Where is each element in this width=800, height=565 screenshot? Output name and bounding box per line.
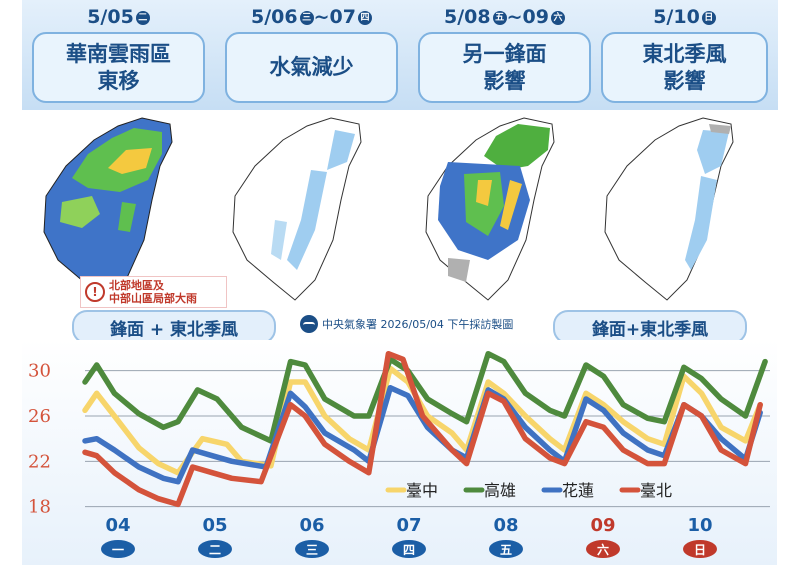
note-text: 北部地區及 中部山區局部大雨	[109, 279, 197, 305]
x-tick-label: 09	[590, 515, 615, 536]
weekday-badge: 六	[550, 10, 565, 25]
weekday-badge: 三	[299, 10, 314, 25]
legend-label: 高雄	[484, 481, 516, 500]
header-date: 5/10 日	[591, 6, 778, 28]
legend-label: 臺中	[406, 481, 438, 500]
header-date: 5/08 五 ~09 六	[408, 6, 601, 28]
legend-label: 花蓮	[562, 481, 594, 500]
y-tick-label: 26	[28, 406, 51, 427]
header-title-box: 華南雲雨區 東移	[32, 32, 205, 103]
header-0510: 5/10 日 東北季風 影響	[591, 0, 778, 110]
weekday-label: 二	[209, 543, 221, 557]
weekday-badge: 二	[135, 10, 150, 25]
warning-icon: !	[85, 282, 105, 302]
weekday-label: 四	[403, 543, 415, 557]
weekday-marker	[683, 540, 717, 558]
weekday-label: 日	[694, 543, 706, 557]
header-title-box: 水氣減少	[225, 32, 398, 103]
weekday-badge: 四	[357, 10, 372, 25]
header-date: 5/06 三 ~07 四	[215, 6, 408, 28]
pill-front-monsoon-right: 鋒面+東北季風	[553, 310, 747, 344]
header-title-line: 另一鋒面	[462, 41, 547, 66]
cwa-logo-icon	[300, 315, 318, 333]
heavy-rain-note: ! 北部地區及 中部山區局部大雨	[80, 276, 227, 308]
weekday-label: 一	[112, 543, 124, 557]
header-title-line: 東移	[97, 68, 140, 93]
weekday-label: 六	[597, 542, 609, 557]
weekday-label: 五	[500, 543, 512, 557]
weekday-badge: 五	[492, 10, 507, 25]
header-title-line: 華南雲雨區	[66, 41, 171, 66]
header-0506: 5/06 三 ~07 四 水氣減少	[215, 0, 408, 110]
series-line	[82, 350, 763, 508]
weekday-badge: 日	[701, 10, 716, 25]
y-tick-label: 18	[28, 497, 51, 518]
weekday-marker	[295, 540, 329, 558]
header-title-box: 另一鋒面 影響	[418, 32, 591, 103]
header-0508: 5/08 五 ~09 六 另一鋒面 影響	[408, 0, 601, 110]
weekday-marker	[198, 540, 232, 558]
weekday-label: 三	[306, 543, 318, 557]
credit-text: 中央氣象署 2026/05/04 下午採訪製圖	[322, 318, 514, 331]
weekday-marker	[489, 540, 523, 558]
rain-map-0505	[22, 110, 215, 310]
rain-map-0506	[215, 110, 408, 310]
header-title-line: 東北季風	[642, 41, 727, 66]
legend-label: 臺北	[640, 481, 672, 500]
x-tick-label: 04	[105, 515, 130, 536]
x-tick-label: 08	[493, 515, 518, 536]
series-line	[82, 350, 768, 444]
rain-map-0508	[408, 110, 601, 310]
weekday-marker	[392, 540, 426, 558]
weekday-marker	[586, 540, 620, 558]
header-title-line: 影響	[483, 68, 526, 93]
header-date: 5/05 二	[22, 6, 215, 28]
weekday-marker	[101, 540, 135, 558]
y-tick-label: 22	[28, 451, 51, 472]
pill-front-monsoon-left: 鋒面 + 東北季風	[72, 310, 276, 344]
header-title-box: 東北季風 影響	[601, 32, 768, 103]
x-tick-label: 07	[396, 515, 421, 536]
header-title-line: 水氣減少	[269, 55, 354, 79]
x-tick-label: 10	[687, 515, 712, 536]
series-line	[82, 384, 763, 485]
rain-map-0510	[591, 110, 778, 310]
y-tick-label: 30	[28, 361, 51, 382]
credit-line: 中央氣象署 2026/05/04 下午採訪製圖	[300, 313, 550, 335]
header-0505: 5/05 二 華南雲雨區 東移	[22, 0, 215, 110]
x-tick-label: 06	[299, 515, 324, 536]
x-tick-label: 05	[202, 515, 227, 536]
header-title-line: 影響	[663, 68, 706, 93]
